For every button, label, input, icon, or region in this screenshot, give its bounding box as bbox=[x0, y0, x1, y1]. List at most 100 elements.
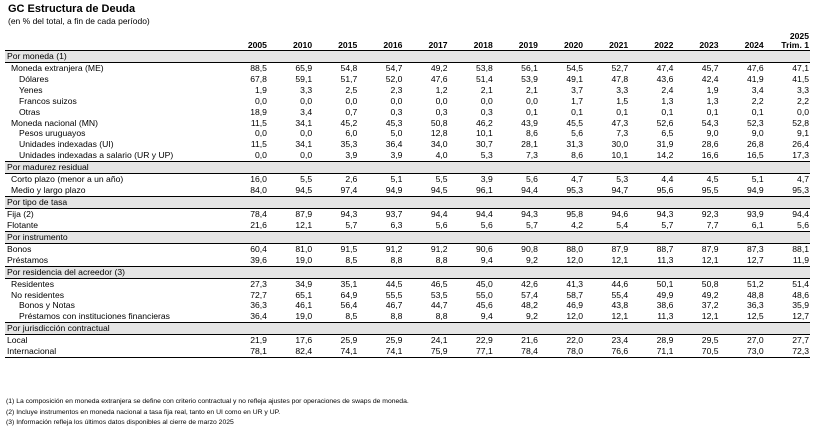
value-cell: 3,7 bbox=[571, 84, 584, 95]
value-cell: 54,5 bbox=[538, 61, 585, 74]
value-cell: 55,4 bbox=[611, 289, 629, 300]
value-cell: 49,2 bbox=[701, 289, 719, 300]
value-cell: 14,2 bbox=[656, 150, 674, 161]
value-cell: 10,1 bbox=[611, 150, 629, 161]
value-cell: 2,3 bbox=[390, 84, 403, 95]
value-cell: 8,5 bbox=[345, 311, 358, 322]
table-row: Unidades indexadas (UI) 11,5 34,1 35,3 36,4 3… bbox=[5, 139, 810, 150]
value-cell: 0,3 bbox=[435, 106, 448, 117]
row-label: Pesos uruguayos bbox=[19, 128, 86, 139]
value-cell: 43,8 bbox=[611, 300, 629, 311]
value-cell: 47,3 bbox=[611, 117, 629, 128]
value-cell: 70,5 bbox=[674, 346, 720, 359]
value-cell: 27,0 bbox=[719, 334, 765, 347]
value-cell: 2,1 bbox=[480, 84, 493, 95]
value-cell: 16,5 bbox=[746, 150, 764, 161]
value-cell: 8,8 bbox=[435, 311, 448, 322]
value-cell: 37,2 bbox=[701, 300, 719, 311]
value-cell: 0,0 bbox=[300, 95, 313, 106]
table-header: 2025 2005 2010 2015 2016 2017 2018 2019 2020 202… bbox=[5, 31, 810, 51]
value-cell: 11,3 bbox=[657, 254, 674, 265]
column-header-year: 2016 bbox=[383, 40, 403, 50]
row-label: Francos suizos bbox=[19, 95, 77, 106]
value-cell: 0,0 bbox=[255, 150, 267, 161]
value-cell: 88,7 bbox=[629, 242, 675, 255]
value-cell: 94,3 bbox=[313, 207, 359, 220]
value-cell: 88,1 bbox=[764, 242, 810, 255]
value-cell: 8,5 bbox=[345, 254, 358, 265]
value-cell: 47,1 bbox=[764, 61, 810, 74]
value-cell: 24,1 bbox=[403, 334, 449, 347]
value-cell: 6,0 bbox=[345, 128, 358, 139]
section-title: Por madurez residual bbox=[5, 161, 810, 174]
row-label: Corto plazo (menor a un año) bbox=[5, 173, 217, 186]
value-cell: 42,4 bbox=[701, 73, 719, 84]
table-row: No residentes 72,7 65,1 64,9 55,5 53,5 55,0 57,… bbox=[5, 290, 810, 301]
table-row: Bonos 60,4 81,0 91,5 91,2 91,2 90,6 90,8 88,0 87,… bbox=[5, 242, 810, 255]
value-cell: 36,4 bbox=[385, 139, 403, 150]
value-cell: 87,3 bbox=[719, 242, 765, 255]
value-cell: 54,8 bbox=[313, 61, 359, 74]
section-header-row: Por madurez residual bbox=[5, 161, 810, 174]
column-header-year: 2021 bbox=[609, 40, 629, 50]
value-cell: 43,6 bbox=[656, 73, 674, 84]
value-cell: 9,2 bbox=[525, 254, 538, 265]
value-cell: 30,0 bbox=[611, 139, 629, 150]
value-cell: 74,1 bbox=[358, 346, 404, 359]
value-cell: 3,9 bbox=[390, 150, 403, 161]
value-cell: 51,4 bbox=[476, 73, 493, 84]
value-cell: 28,1 bbox=[521, 139, 538, 150]
value-cell: 2,1 bbox=[525, 84, 538, 95]
value-cell: 10,1 bbox=[476, 128, 493, 139]
column-header-year: 2015 bbox=[338, 40, 358, 50]
table-row: Residentes 27,3 34,9 35,1 44,5 46,5 45,0 42,6 41… bbox=[5, 277, 810, 290]
value-cell: 91,5 bbox=[313, 242, 359, 255]
header-label-cell bbox=[5, 41, 216, 51]
value-cell: 46,5 bbox=[403, 277, 449, 290]
value-cell: 75,9 bbox=[403, 346, 449, 359]
value-cell: 5,5 bbox=[267, 173, 314, 186]
value-cell: 52,6 bbox=[656, 117, 674, 128]
value-cell: 12,0 bbox=[566, 311, 584, 322]
value-cell: 45,2 bbox=[340, 117, 358, 128]
value-cell: 59,1 bbox=[295, 73, 313, 84]
value-cell: 90,6 bbox=[448, 242, 494, 255]
section-header-row: Por moneda (1) bbox=[5, 50, 810, 63]
value-cell: 4,7 bbox=[538, 173, 585, 186]
value-cell: 5,3 bbox=[584, 173, 630, 186]
value-cell: 0,1 bbox=[571, 106, 584, 117]
value-cell: 12,7 bbox=[792, 311, 809, 322]
value-cell: 2,4 bbox=[661, 84, 674, 95]
column-header-year: 2018 bbox=[473, 40, 493, 50]
value-cell: 94,4 bbox=[521, 185, 538, 196]
value-cell: 0,0 bbox=[525, 95, 538, 106]
value-cell: 45,7 bbox=[674, 61, 720, 74]
value-cell: 91,2 bbox=[358, 242, 404, 255]
value-cell: 90,8 bbox=[493, 242, 539, 255]
value-cell: 43,9 bbox=[521, 117, 538, 128]
value-cell: 12,8 bbox=[430, 128, 448, 139]
value-cell: 47,6 bbox=[430, 73, 448, 84]
value-cell: 44,7 bbox=[430, 300, 448, 311]
column-header-year: 2024 bbox=[744, 40, 764, 50]
value-cell: 5,6 bbox=[493, 173, 539, 186]
column-header-year: 2023 bbox=[699, 40, 719, 50]
value-cell: 5,7 bbox=[525, 219, 538, 230]
value-cell: 65,9 bbox=[267, 61, 314, 74]
value-cell: 6,1 bbox=[751, 219, 764, 230]
value-cell: 9,4 bbox=[480, 254, 493, 265]
value-cell: 96,1 bbox=[476, 185, 493, 196]
value-cell: 94,7 bbox=[611, 185, 629, 196]
table-body: Por moneda (1) Moneda extranjera (ME) 88,5… bbox=[5, 50, 810, 359]
table-row: Bonos y Notas 36,3 46,1 56,4 46,7 44,7 45,6 48,… bbox=[5, 300, 810, 311]
value-cell: 87,9 bbox=[267, 207, 314, 220]
value-cell: 34,1 bbox=[295, 139, 313, 150]
row-label: Préstamos con instituciones financieras bbox=[19, 311, 170, 322]
section-title: Por tipo de tasa bbox=[5, 195, 810, 209]
value-cell: 5,5 bbox=[403, 173, 449, 186]
value-cell: 0,0 bbox=[255, 128, 267, 139]
value-cell: 49,1 bbox=[566, 73, 584, 84]
column-header-year: 2010 bbox=[293, 40, 313, 50]
debt-structure-table: 2025 2005 2010 2015 2016 2017 2018 2019 2020 202… bbox=[5, 31, 810, 359]
table-row: Préstamos con instituciones financieras 3… bbox=[5, 311, 810, 322]
